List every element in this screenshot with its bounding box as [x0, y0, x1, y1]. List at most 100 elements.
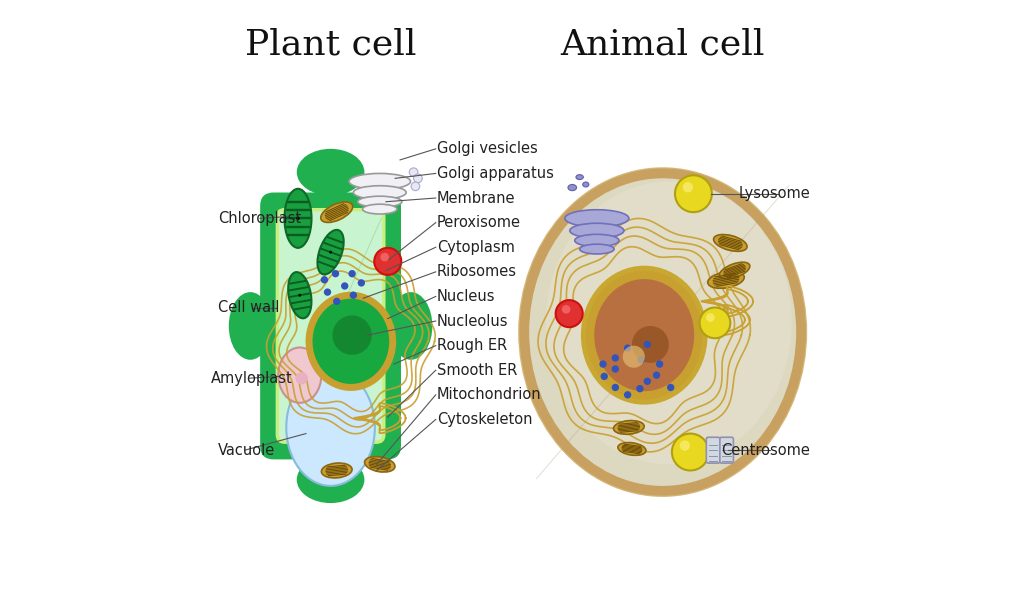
- Circle shape: [374, 248, 401, 275]
- Circle shape: [624, 391, 632, 399]
- Circle shape: [611, 384, 620, 391]
- Circle shape: [624, 344, 632, 352]
- Circle shape: [680, 440, 690, 451]
- Ellipse shape: [287, 369, 375, 486]
- Circle shape: [357, 279, 365, 287]
- Circle shape: [562, 305, 570, 314]
- Text: Plant cell: Plant cell: [245, 28, 417, 62]
- Circle shape: [333, 315, 372, 355]
- Text: Rough ER: Rough ER: [437, 338, 507, 353]
- Ellipse shape: [389, 292, 432, 360]
- Ellipse shape: [518, 167, 807, 497]
- Circle shape: [329, 251, 332, 253]
- Text: Membrane: Membrane: [437, 191, 515, 205]
- Ellipse shape: [590, 275, 698, 395]
- Ellipse shape: [322, 463, 352, 478]
- FancyBboxPatch shape: [720, 437, 733, 463]
- Circle shape: [333, 298, 340, 305]
- Text: Cytoplasm: Cytoplasm: [437, 240, 515, 255]
- Ellipse shape: [568, 184, 577, 191]
- Text: Peroxisome: Peroxisome: [437, 215, 521, 230]
- Text: Golgi apparatus: Golgi apparatus: [437, 166, 554, 181]
- Text: Cytoskeleton: Cytoskeleton: [437, 412, 532, 427]
- Ellipse shape: [321, 202, 352, 223]
- Text: Mitochondrion: Mitochondrion: [437, 387, 542, 402]
- Circle shape: [324, 288, 331, 296]
- Circle shape: [298, 294, 301, 296]
- Ellipse shape: [524, 173, 801, 491]
- Text: Chloroplast: Chloroplast: [218, 211, 301, 226]
- Ellipse shape: [288, 272, 311, 319]
- Circle shape: [672, 434, 709, 470]
- Ellipse shape: [285, 189, 311, 248]
- Text: Animal cell: Animal cell: [560, 28, 765, 62]
- Ellipse shape: [365, 456, 395, 472]
- Text: Nucleolus: Nucleolus: [437, 314, 509, 328]
- Ellipse shape: [569, 223, 624, 238]
- FancyBboxPatch shape: [260, 192, 401, 459]
- Circle shape: [623, 346, 645, 368]
- Circle shape: [667, 384, 675, 391]
- Circle shape: [321, 276, 328, 284]
- Text: Centrosome: Centrosome: [721, 443, 810, 458]
- Circle shape: [632, 326, 669, 363]
- Circle shape: [644, 378, 651, 385]
- Circle shape: [653, 371, 660, 379]
- Ellipse shape: [353, 186, 407, 199]
- Text: Cell wall: Cell wall: [218, 300, 280, 315]
- Circle shape: [599, 360, 606, 368]
- Ellipse shape: [574, 234, 620, 247]
- Circle shape: [638, 356, 645, 363]
- Circle shape: [410, 168, 418, 177]
- Circle shape: [611, 365, 620, 373]
- Ellipse shape: [565, 210, 629, 227]
- Ellipse shape: [297, 149, 365, 196]
- Ellipse shape: [720, 262, 750, 279]
- Text: Golgi vesicles: Golgi vesicles: [437, 141, 538, 156]
- Text: Nucleus: Nucleus: [437, 289, 496, 304]
- Circle shape: [332, 270, 339, 277]
- Ellipse shape: [279, 347, 322, 403]
- Ellipse shape: [546, 181, 792, 464]
- Circle shape: [683, 182, 693, 192]
- Circle shape: [341, 282, 348, 290]
- Text: Vacuole: Vacuole: [218, 443, 275, 458]
- Circle shape: [706, 313, 715, 322]
- Circle shape: [349, 292, 357, 299]
- FancyBboxPatch shape: [278, 210, 384, 442]
- Ellipse shape: [580, 244, 614, 254]
- Circle shape: [656, 360, 664, 368]
- Ellipse shape: [575, 175, 584, 180]
- Circle shape: [699, 308, 730, 338]
- Ellipse shape: [357, 196, 401, 207]
- Ellipse shape: [349, 173, 411, 189]
- Ellipse shape: [317, 230, 344, 274]
- Circle shape: [296, 372, 308, 384]
- Text: Ribosomes: Ribosomes: [437, 264, 517, 279]
- Ellipse shape: [309, 295, 392, 387]
- Circle shape: [348, 270, 355, 277]
- Circle shape: [412, 182, 420, 191]
- Circle shape: [380, 253, 389, 261]
- Circle shape: [600, 373, 608, 380]
- Ellipse shape: [297, 456, 365, 503]
- Circle shape: [296, 216, 300, 220]
- Ellipse shape: [613, 421, 644, 434]
- Circle shape: [414, 174, 422, 183]
- Text: Lysosome: Lysosome: [738, 186, 810, 201]
- Ellipse shape: [617, 443, 646, 455]
- Ellipse shape: [362, 204, 397, 214]
- Circle shape: [675, 175, 712, 212]
- Ellipse shape: [714, 234, 748, 252]
- Text: Smooth ER: Smooth ER: [437, 363, 517, 378]
- Circle shape: [636, 385, 644, 392]
- Ellipse shape: [228, 292, 271, 360]
- Ellipse shape: [583, 182, 589, 187]
- Circle shape: [611, 354, 620, 362]
- Text: Amyloplast: Amyloplast: [211, 371, 293, 386]
- FancyBboxPatch shape: [707, 437, 720, 463]
- Ellipse shape: [708, 271, 744, 288]
- Ellipse shape: [581, 266, 708, 405]
- Circle shape: [644, 341, 651, 348]
- Circle shape: [556, 300, 583, 327]
